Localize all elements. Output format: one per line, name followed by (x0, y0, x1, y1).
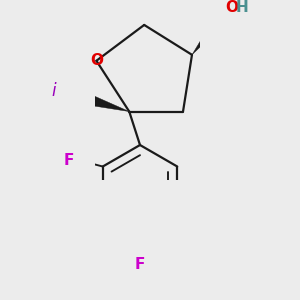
Text: O: O (90, 53, 103, 68)
Polygon shape (70, 87, 129, 112)
Text: F: F (64, 153, 74, 168)
Polygon shape (192, 12, 228, 55)
Text: F: F (135, 257, 145, 272)
Text: O: O (226, 0, 238, 15)
Text: i: i (51, 82, 56, 100)
Text: H: H (236, 0, 248, 15)
